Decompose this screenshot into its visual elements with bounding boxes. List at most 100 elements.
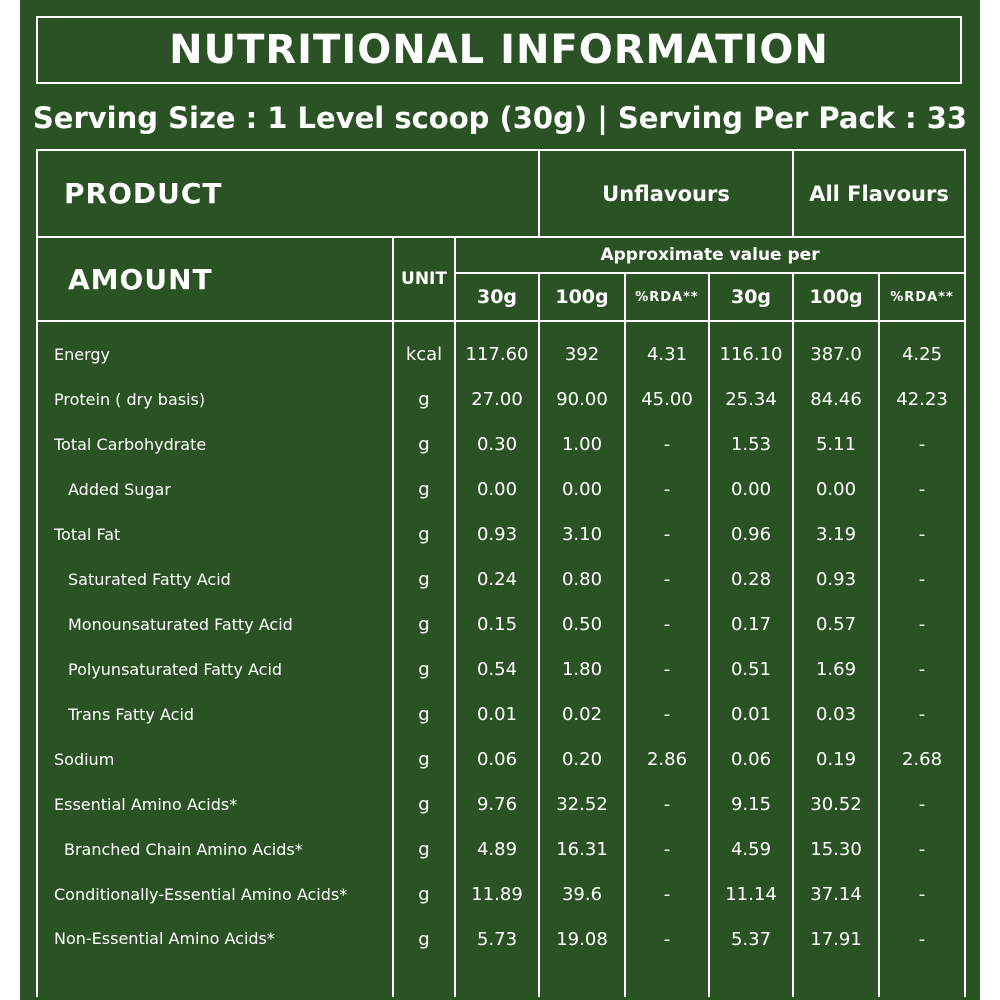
cell-unit: g [392,737,456,782]
table-row: Energy kcal 117.60 392 4.31 116.10 387.0 4.25 [36,321,967,377]
cell-unit: g [392,782,456,827]
cell-unflav-100g: 1.80 [538,647,626,692]
cell-unflav-100g: 3.10 [538,512,626,557]
cell-allflav-30g: 0.51 [707,647,795,692]
nutrient-label: Trans Fatty Acid [36,692,394,737]
cell-unflav-rda: - [624,647,710,692]
cell-allflav-rda: 2.68 [878,737,967,782]
cell-unit: g [392,377,456,422]
nutrient-label: Monounsaturated Fatty Acid [36,602,394,647]
cell-allflav-100g: 0.19 [792,737,881,782]
cell-allflav-100g: 37.14 [792,872,881,917]
cell-unit: g [392,557,456,602]
cell-allflav-100g: 0.03 [792,692,881,737]
cell-unflav-30g: 27.00 [454,377,540,422]
cell-unflav-rda: - [624,692,710,737]
nutrient-label: Essential Amino Acids* [36,782,394,827]
cell-unflav-30g: 0.00 [454,467,540,512]
cell-allflav-30g: 9.15 [707,782,795,827]
col-allflav-30g: 30g [707,272,795,322]
cell-allflav-rda: - [878,647,967,692]
cell-unflav-30g: 9.76 [454,782,540,827]
cell-unit: kcal [392,321,456,377]
cell-allflav-30g: 0.06 [707,737,795,782]
header-unit: UNIT [392,236,456,322]
cell-allflav-30g: 116.10 [707,321,795,377]
cell-allflav-30g: 11.14 [707,872,795,917]
col-allflav-100g: 100g [792,272,881,322]
nutrient-label: Energy [36,321,394,377]
cell-allflav-100g: 84.46 [792,377,881,422]
nutrient-label: Polyunsaturated Fatty Acid [36,647,394,692]
table-row: Total Fat g 0.93 3.10-0.96 3.19- [36,512,967,557]
cell-unflav-30g: 117.60 [454,321,540,377]
nutrition-table: PRODUCT Unflavours All Flavours AMOUNT U… [36,149,967,997]
nutrient-label: Saturated Fatty Acid [36,557,394,602]
cell-unflav-30g: 0.24 [454,557,540,602]
cell-unit: g [392,692,456,737]
cell-unflav-rda: 2.86 [624,737,710,782]
cell-allflav-30g: 0.17 [707,602,795,647]
cell-unit: g [392,602,456,647]
col-unflav-rda: %RDA** [624,272,710,322]
cell-unflav-30g: 0.15 [454,602,540,647]
cell-unflav-30g: 11.89 [454,872,540,917]
cell-allflav-rda: - [878,827,967,872]
cell-unit: g [392,422,456,467]
cell-allflav-rda: - [878,512,967,557]
cell-unflav-rda: 4.31 [624,321,710,377]
cell-allflav-rda: - [878,917,967,997]
table-row: Monounsaturated Fatty Acid g 0.15 0.50 - 0.17… [36,602,967,647]
cell-unflav-30g: 0.30 [454,422,540,467]
cell-allflav-rda: - [878,602,967,647]
serving-info: Serving Size : 1 Level scoop (30g) | Ser… [32,101,968,135]
cell-allflav-100g: 30.52 [792,782,881,827]
cell-allflav-30g: 0.96 [707,512,795,557]
cell-unflav-30g: 0.06 [454,737,540,782]
cell-allflav-30g: 1.53 [707,422,795,467]
cell-allflav-rda: - [878,872,967,917]
cell-allflav-100g: 0.00 [792,467,881,512]
cell-allflav-100g: 17.91 [792,917,881,997]
cell-allflav-30g: 0.01 [707,692,795,737]
cell-unflav-rda: - [624,782,710,827]
table-row: Total Carbohydrate g 0.30 1.00-1.53 5.11- [36,422,967,467]
cell-allflav-rda: - [878,422,967,467]
cell-unflav-rda: - [624,827,710,872]
cell-allflav-30g: 25.34 [707,377,795,422]
cell-allflav-rda: - [878,467,967,512]
cell-unit: g [392,647,456,692]
nutrient-label: Non-Essential Amino Acids* [36,917,394,997]
cell-allflav-30g: 4.59 [707,827,795,872]
table-row: Branched Chain Amino Acids* g 4.89 16.31-4.… [36,827,967,872]
cell-unflav-100g: 0.50 [538,602,626,647]
cell-allflav-rda: - [878,692,967,737]
col-allflav-rda: %RDA** [878,272,967,322]
cell-unflav-100g: 0.20 [538,737,626,782]
cell-unflav-30g: 4.89 [454,827,540,872]
nutrient-label: Branched Chain Amino Acids* [36,827,394,872]
cell-allflav-rda: 42.23 [878,377,967,422]
table-row: Essential Amino Acids* g 9.76 32.52-9.15 30.… [36,782,967,827]
cell-unflav-100g: 19.08 [538,917,626,997]
col-unflav-100g: 100g [538,272,626,322]
cell-unflav-rda: - [624,512,710,557]
table-row: Added Sugar g 0.00 0.00-0.00 0.00- [36,467,967,512]
cell-allflav-30g: 0.28 [707,557,795,602]
cell-unit: g [392,917,456,997]
cell-unflav-rda: - [624,467,710,512]
cell-allflav-100g: 0.93 [792,557,881,602]
cell-unflav-100g: 0.80 [538,557,626,602]
cell-unflav-100g: 392 [538,321,626,377]
cell-allflav-100g: 0.57 [792,602,881,647]
table-row: Saturated Fatty Acid g 0.24 0.80-0.28 0.93- [36,557,967,602]
cell-unit: g [392,512,456,557]
cell-unflav-rda: - [624,557,710,602]
cell-unflav-rda: - [624,917,710,997]
cell-allflav-rda: - [878,782,967,827]
table-row: Conditionally-Essential Amino Acids* g 11.… [36,872,967,917]
cell-allflav-rda: 4.25 [878,321,967,377]
page-title: NUTRITIONAL INFORMATION [36,16,962,84]
cell-allflav-30g: 5.37 [707,917,795,997]
header-unflavoured: Unflavours [537,149,795,238]
